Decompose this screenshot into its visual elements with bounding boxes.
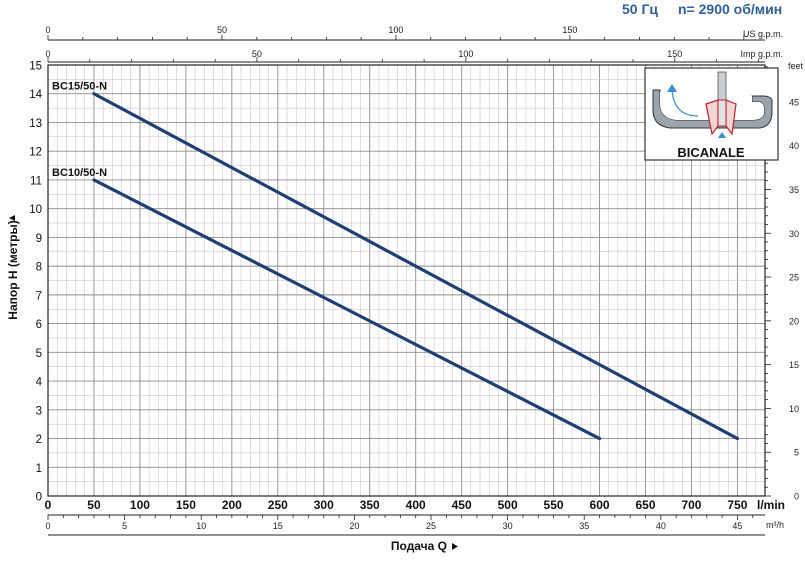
m3h-unit: m³/h	[766, 520, 784, 530]
y-tick-label: 8	[36, 262, 42, 274]
feet-tick-label: 25	[789, 273, 799, 283]
series-label: BC10/50-N	[52, 167, 107, 179]
feet-tick-label: 20	[789, 316, 799, 326]
x-tick-label: 500	[498, 498, 518, 512]
series-label: BC15/50-N	[52, 81, 107, 93]
x-tick-label: 750	[727, 498, 747, 512]
feet-tick-label: 10	[789, 404, 799, 414]
x-tick-label: 250	[268, 498, 288, 512]
x-tick-label: 200	[222, 498, 242, 512]
imp-gpm-tick-label: 150	[667, 49, 682, 59]
x-tick-label: 150	[176, 498, 196, 512]
m3h-tick-label: 15	[273, 521, 283, 531]
m3h-tick-label: 5	[122, 521, 127, 531]
x-tick-label: 400	[406, 498, 426, 512]
feet-tick-label: 30	[789, 229, 799, 239]
us-gpm-tick-label: 50	[217, 25, 227, 35]
feet-tick-label: 0	[794, 492, 799, 502]
m3h-tick-label: 20	[349, 521, 359, 531]
x-axes: 0 50 100 150 200 250 300 350 400 450 500 550 600 650 7…	[45, 498, 785, 553]
x-tick-label: 300	[314, 498, 334, 512]
feet-tick-label: 5	[794, 448, 799, 458]
m3h-tick-label: 45	[732, 521, 742, 531]
series-line	[92, 92, 740, 441]
speed-label: n= 2900 об/мин	[678, 1, 783, 17]
inset-label: BICANALE	[677, 145, 744, 160]
y-tick-label: 4	[36, 377, 43, 389]
y-tick-label: 10	[29, 204, 42, 216]
y-tick-label: 3	[36, 405, 42, 417]
feet-tick-label: 45	[789, 97, 799, 107]
y-tick-label: 12	[29, 147, 42, 159]
y-tick-label: 2	[36, 434, 42, 446]
m3h-tick-label: 30	[503, 521, 513, 531]
y-tick-label: 14	[29, 89, 42, 101]
imp-gpm-unit: Imp g.p.m.	[740, 49, 783, 59]
us-gpm-tick-label: 150	[562, 25, 577, 35]
frequency-label: 50 Гц	[622, 1, 659, 17]
y-tick-label: 6	[36, 319, 42, 331]
chart-series: BC15/50-N BC10/50-N	[52, 81, 740, 441]
m3h-tick-label: 35	[579, 521, 589, 531]
y-tick-label: 15	[29, 61, 42, 73]
y-tick-label: 13	[29, 118, 42, 130]
x-tick-label: 550	[544, 498, 564, 512]
x-axis-title: Подача Q	[391, 539, 447, 553]
y-tick-label: 5	[36, 348, 42, 360]
y-tick-label: 9	[36, 233, 42, 245]
y-tick-label: 0	[36, 492, 42, 504]
y-tick-label: 7	[36, 290, 42, 302]
x-tick-label: 0	[45, 498, 52, 512]
x-tick-label: 450	[452, 498, 472, 512]
imp-gpm-tick-label: 100	[458, 49, 473, 59]
x-tick-label: 600	[590, 498, 610, 512]
feet-tick-label: 15	[789, 360, 799, 370]
x-tick-label: 700	[681, 498, 701, 512]
feet-tick-label: 35	[789, 185, 799, 195]
series-line	[92, 178, 602, 441]
feet-unit: feet	[788, 61, 804, 71]
plot-frame	[47, 64, 766, 497]
x-unit-label: l/min	[757, 498, 785, 512]
x-tick-label: 100	[130, 498, 150, 512]
y-axis-title: Напор H (метры)	[6, 220, 20, 319]
x-tick-label: 650	[635, 498, 655, 512]
feet-tick-label: 40	[789, 141, 799, 151]
y-tick-label: 1	[36, 463, 42, 475]
imp-gpm-tick-label: 0	[45, 49, 50, 59]
m3h-tick-label: 25	[426, 521, 436, 531]
us-gpm-tick-label: 0	[45, 25, 50, 35]
x-tick-label: 50	[87, 498, 101, 512]
impeller-icon	[652, 71, 773, 138]
bicanale-inset: BICANALE	[644, 67, 779, 161]
plot-border	[47, 64, 766, 497]
us-gpm-tick-label: 100	[388, 25, 403, 35]
imp-gpm-tick-label: 50	[252, 49, 262, 59]
m3h-tick-label: 40	[656, 521, 666, 531]
y-axis-arrow	[9, 215, 15, 221]
top-axes: 0 50 100 150 US g.p.m. 0 50 100 150 Imp g.p.m.	[45, 25, 783, 63]
y-tick-label: 11	[30, 175, 42, 187]
m3h-tick-label: 10	[196, 521, 206, 531]
x-tick-label: 350	[360, 498, 380, 512]
us-gpm-unit: US g.p.m.	[743, 29, 783, 39]
m3h-tick-label: 0	[45, 521, 50, 531]
x-axis-arrow	[452, 543, 458, 550]
